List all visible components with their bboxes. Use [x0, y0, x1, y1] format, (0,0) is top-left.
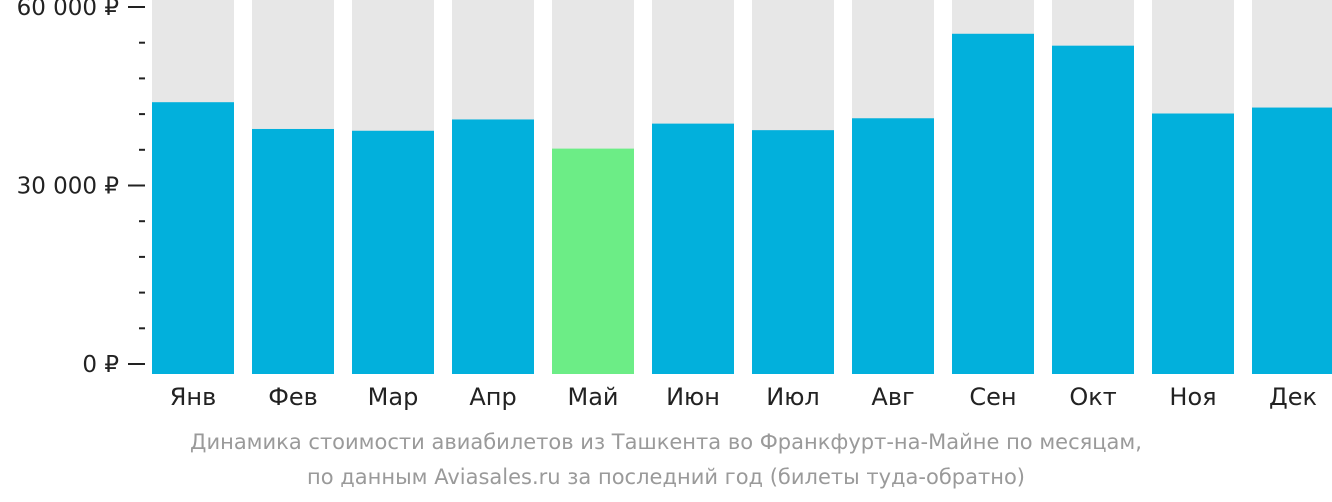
y-tick-label-2: 30 000 ₽	[17, 174, 119, 200]
x-tick-label-7: Июл	[766, 383, 820, 411]
bar-8[interactable]	[852, 118, 934, 374]
x-tick-label-1: Янв	[170, 383, 217, 411]
x-tick-label-6: Июн	[666, 383, 720, 411]
bars-layer	[152, 0, 1332, 375]
bar-1[interactable]	[152, 102, 234, 374]
x-tick-label-8: Авг	[871, 383, 914, 411]
x-tick-label-5: Май	[567, 383, 618, 411]
bar-6[interactable]	[652, 123, 734, 375]
x-tick-label-3: Мар	[368, 383, 419, 411]
bar-7[interactable]	[752, 130, 834, 374]
bar-10[interactable]	[1052, 45, 1134, 375]
chart-caption-line2: по данным Aviasales.ru за последний год …	[307, 465, 1025, 489]
bar-12[interactable]	[1252, 107, 1332, 375]
bar-9[interactable]	[952, 33, 1034, 375]
chart-canvas: 0 ₽ 30 000 ₽ 60 000 ₽ Янв Фев Мар Апр Май Июн Ию…	[17, 0, 1332, 411]
y-tick-label-3: 60 000 ₽	[17, 0, 119, 21]
chart-caption-line1: Динамика стоимости авиабилетов из Ташкен…	[190, 430, 1142, 454]
bar-5[interactable]	[552, 148, 634, 374]
y-axis: 0 ₽ 30 000 ₽ 60 000 ₽	[17, 0, 145, 378]
bar-4[interactable]	[452, 119, 534, 374]
bar-2[interactable]	[252, 128, 334, 374]
x-axis: Янв Фев Мар Апр Май Июн Июл Авг Сен Окт Ноя Дек	[170, 383, 1317, 411]
bar-11[interactable]	[1152, 113, 1234, 374]
x-tick-label-12: Дек	[1269, 383, 1317, 411]
y-tick-label-1: 0 ₽	[82, 352, 119, 378]
x-tick-label-9: Сен	[969, 383, 1016, 411]
x-tick-label-4: Апр	[469, 383, 516, 411]
x-tick-label-10: Окт	[1069, 383, 1116, 411]
x-tick-label-2: Фев	[268, 383, 318, 411]
x-tick-label-11: Ноя	[1169, 383, 1216, 411]
bar-3[interactable]	[352, 130, 434, 374]
